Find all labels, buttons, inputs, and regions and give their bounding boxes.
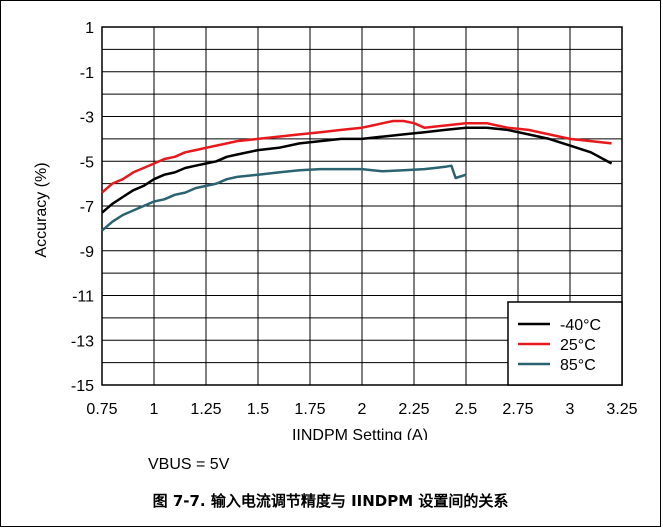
y-tick-label: -15 xyxy=(71,378,94,395)
x-tick-label: 3.25 xyxy=(606,401,637,418)
y-tick-labels: 1 -1 -3 -5 -7 -9 -11 -13 -15 xyxy=(71,20,94,395)
legend: -40°C 25°C 85°C xyxy=(507,301,623,386)
series-line-2 xyxy=(101,164,467,232)
figure-caption: 图 7-7. 输入电流调节精度与 IINDPM 设置间的关系 xyxy=(152,492,509,510)
accuracy-chart: 0.75 1 1.25 1.5 1.75 2 2.25 2.5 2.75 3 3.25 1 -1 -3 -… xyxy=(33,20,638,440)
series-line-1 xyxy=(101,119,612,194)
y-tick-label: 1 xyxy=(85,20,94,37)
y-tick-label: -1 xyxy=(80,65,94,82)
y-tick-label: -11 xyxy=(72,289,94,306)
y-tick-label: -7 xyxy=(80,199,94,216)
y-tick-label: -5 xyxy=(80,154,94,171)
x-tick-labels: 0.75 1 1.25 1.5 1.75 2 2.25 2.5 2.75 3 3.25 xyxy=(86,401,637,418)
x-tick-label: 1 xyxy=(150,401,159,418)
x-tick-label: 2.75 xyxy=(502,401,533,418)
legend-label-2: 85°C xyxy=(560,357,596,374)
y-tick-label: -13 xyxy=(71,333,94,350)
x-tick-label: 3 xyxy=(566,401,575,418)
series-layer xyxy=(101,119,613,232)
x-tick-label: 1.5 xyxy=(247,401,269,418)
x-axis-label: IINDPM Setting (A) xyxy=(292,427,428,440)
x-tick-label: 2.25 xyxy=(398,401,429,418)
x-tick-label: 1.75 xyxy=(294,401,325,418)
x-tick-label: 1.25 xyxy=(190,401,221,418)
y-axis-label: Accuracy (%) xyxy=(33,162,50,257)
y-tick-label: -9 xyxy=(80,244,94,261)
legend-label-0: -40°C xyxy=(560,317,601,334)
legend-label-1: 25°C xyxy=(560,337,596,354)
y-tick-label: -3 xyxy=(80,110,94,127)
plot-border xyxy=(101,26,623,386)
vbus-note: VBUS = 5V xyxy=(148,456,230,473)
x-tick-label: 2 xyxy=(358,401,367,418)
series-line-0 xyxy=(101,126,613,214)
x-tick-label: 0.75 xyxy=(86,401,117,418)
x-tick-label: 2.5 xyxy=(455,401,477,418)
